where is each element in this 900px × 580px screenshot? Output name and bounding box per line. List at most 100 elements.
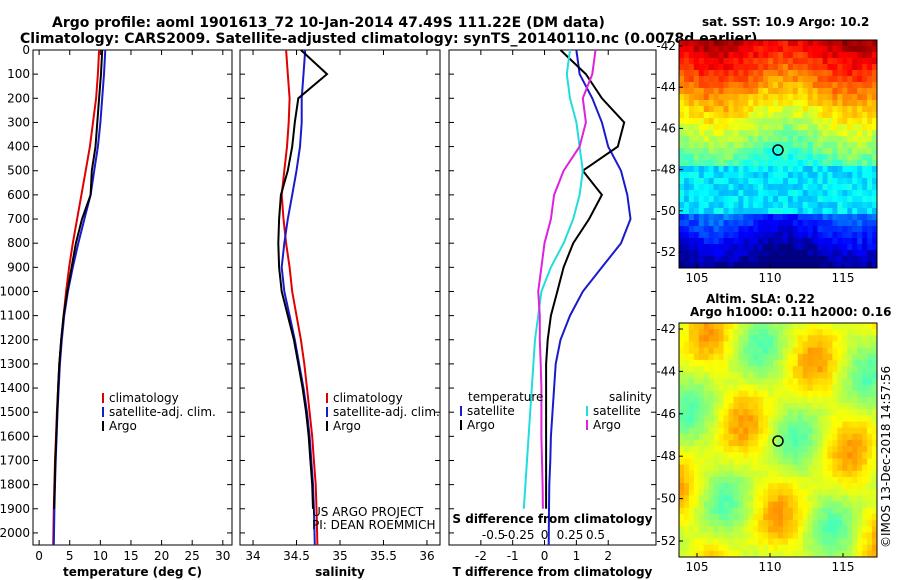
map-cell [817,244,823,251]
map-cell [698,538,705,546]
map-cell [753,70,759,77]
map-cell [683,366,690,373]
map-cell [812,421,818,429]
map-cell [679,513,685,521]
map-cell [748,160,754,167]
depth-tick-label: 100 [7,67,30,81]
map-cell [852,440,858,447]
map-cell [723,190,729,197]
map-cell [683,166,690,173]
map-cell [857,501,863,509]
map-cell [792,476,799,484]
map-cell [753,154,759,161]
map-cell [827,70,833,77]
map-cell [822,70,828,77]
map-cell [733,403,739,410]
map-cell [773,440,779,447]
map-cell [688,130,695,137]
map-cell [867,464,873,472]
map-cell [758,347,764,355]
map-cell [683,390,690,398]
map-cell [713,214,719,221]
map-cell [792,88,799,95]
map-cell [758,46,764,53]
map-cell [773,124,779,131]
map-cell [872,446,878,453]
map-cell [862,100,868,107]
map-cell [872,470,878,478]
map-cell [738,226,744,233]
map-cell [832,178,838,185]
map-cell [698,458,705,466]
map-cell [683,489,690,496]
map-cell [827,106,833,113]
map-cell [758,106,764,113]
map-cell [822,501,828,509]
map-cell [738,88,744,95]
map-cell [787,112,794,119]
lat-tick-label: -42 [656,322,676,336]
map-cell [782,544,789,552]
map-cell [778,100,784,107]
map-cell [827,220,833,227]
map-cell [698,100,705,107]
map-cell [778,178,784,185]
map-cell [857,489,863,496]
map-cell [763,323,769,330]
map-cell [698,464,705,472]
map-cell [837,64,843,71]
map-cell [698,154,705,161]
map-cell [822,483,828,490]
map-cell [827,262,833,269]
map-cell [827,452,833,459]
map-cell [763,58,769,65]
map-cell [738,202,744,209]
map-cell [683,495,690,502]
map-cell [862,160,868,167]
map-cell [688,64,695,71]
map-cell [738,232,744,239]
map-cell [787,544,794,552]
map-cell [867,118,873,125]
map-cell [782,323,789,330]
map-cell [862,94,868,101]
map-cell [827,384,833,392]
map-cell [693,70,700,77]
map-cell [792,124,799,131]
map-cell [792,520,799,527]
map-cell [872,526,878,533]
map-cell [768,40,774,47]
map-cell [852,526,858,533]
map-cell [797,244,804,251]
map-cell [753,366,759,373]
map-cell [827,244,833,251]
x2-tick-label: 0.5 [586,528,605,542]
map-cell [852,100,858,107]
map-cell [728,82,734,89]
x2-tick-label: -0.25 [504,528,535,542]
map-cell [758,464,764,472]
map-cell [812,142,818,149]
map-cell [837,244,843,251]
map-cell [787,366,794,373]
map-cell [773,238,779,245]
map-cell [792,190,799,197]
map-cell [723,88,729,95]
map-cell [807,124,814,131]
map-cell [872,166,878,173]
lon-tick-label: 115 [832,560,855,574]
map-cell [768,335,774,342]
map-cell [683,421,690,429]
map-cell [797,52,804,59]
map-cell [852,452,858,459]
map-cell [693,353,700,361]
map-cell [872,550,878,558]
depth-tick-label: 700 [7,212,30,226]
lat-tick-label: -52 [656,245,676,259]
map-cell [802,70,809,77]
map-cell [708,136,715,143]
map-cell [862,550,868,558]
map-cell [723,256,729,263]
map-cell [872,112,878,119]
map-cell [807,46,814,53]
